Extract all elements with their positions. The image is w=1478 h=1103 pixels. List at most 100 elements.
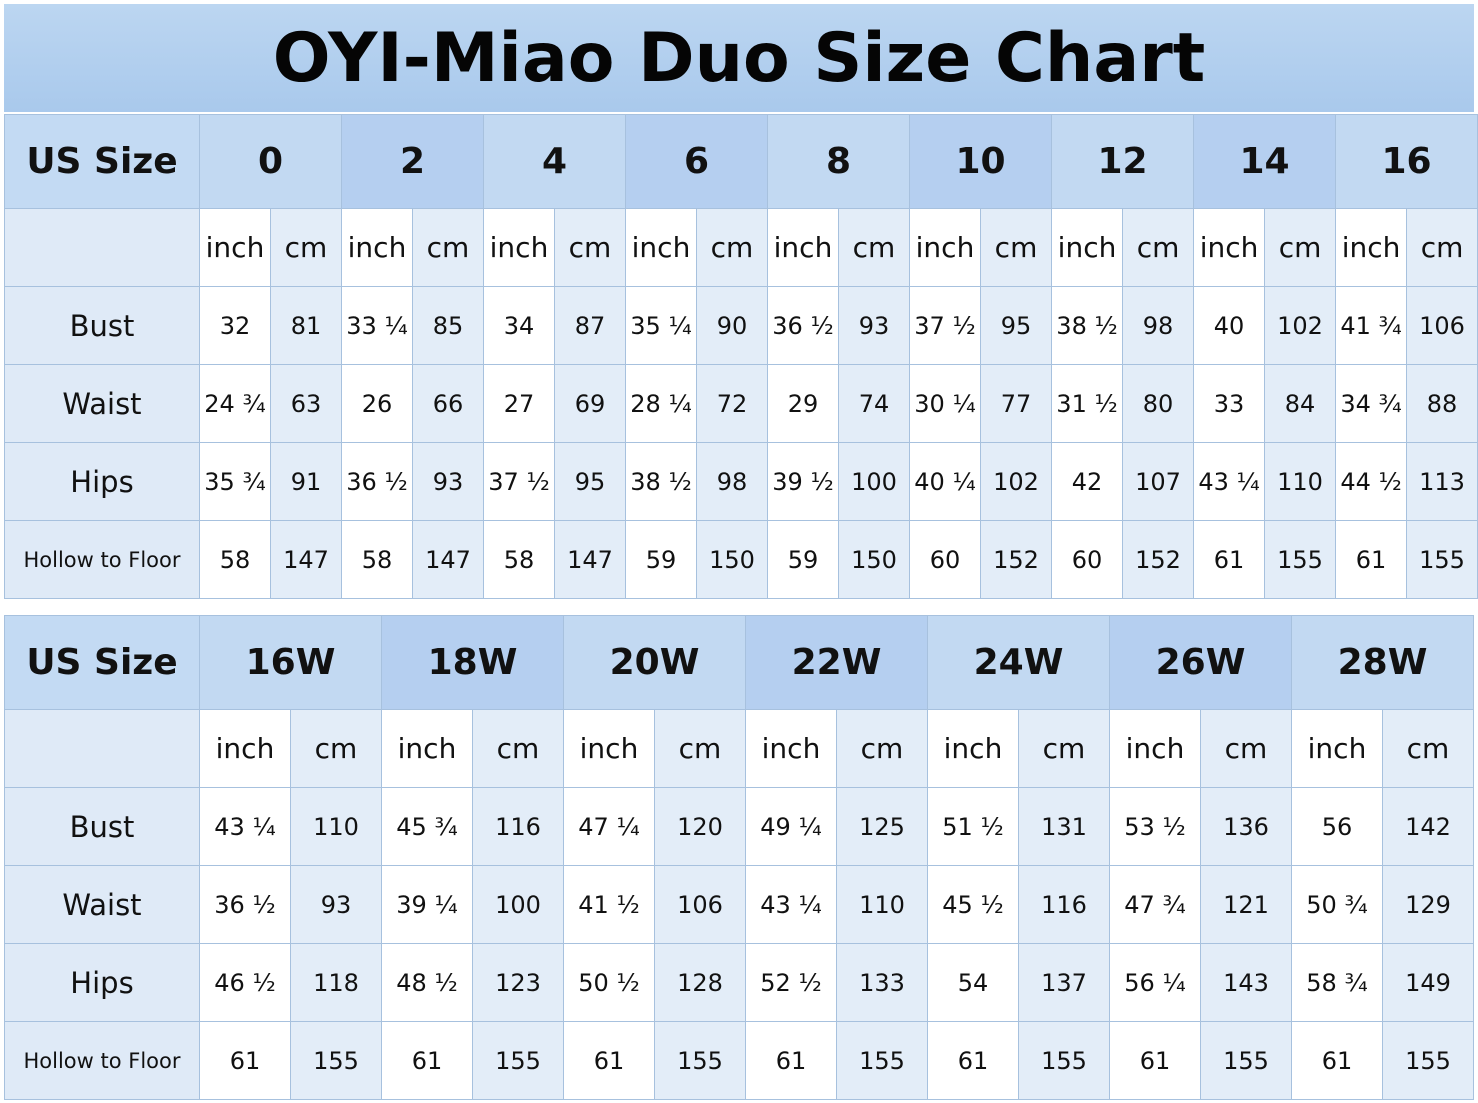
- table-cell: 56: [1291, 787, 1383, 866]
- table-cell: 147: [554, 520, 626, 599]
- table-cell: 58 ¾: [1291, 943, 1383, 1022]
- size-heading-16: 16: [1335, 114, 1478, 209]
- unit-label-cm: cm: [696, 208, 768, 287]
- unit-label-cm: cm: [1406, 208, 1478, 287]
- table-cell: 50 ½: [563, 943, 655, 1022]
- table-cell: 147: [270, 520, 342, 599]
- unit-label-inch: inch: [1051, 208, 1124, 287]
- table-cell: 31 ½: [1051, 364, 1124, 443]
- table-cell: 155: [1406, 520, 1478, 599]
- table-cell: 87: [554, 286, 626, 365]
- row-label: Hips: [4, 442, 200, 521]
- title-banner: OYI-Miao Duo Size Chart: [4, 4, 1474, 112]
- size-table-regular: US Size 0 2 4 6 8 10 12 14 16 inch cm inch cm inch cm in…: [4, 114, 1478, 599]
- table-row: Bust 43 ¼ 110 45 ¾ 116 47 ¼ 120 49 ¼ 125 51 ½ 131 5…: [4, 787, 1474, 866]
- table-cell: 93: [412, 442, 484, 521]
- unit-label-cm: cm: [1200, 709, 1292, 788]
- unit-label-inch: inch: [767, 208, 839, 287]
- table-cell: 33 ¼: [341, 286, 413, 365]
- table-cell: 84: [1264, 364, 1337, 443]
- table-cell: 61: [1109, 1021, 1201, 1100]
- table-cell: 113: [1406, 442, 1478, 521]
- row-label: Hollow to Floor: [4, 520, 200, 599]
- table-cell: 47 ¼: [563, 787, 655, 866]
- table-cell: 40 ¼: [909, 442, 981, 521]
- table-cell: 43 ¼: [1193, 442, 1266, 521]
- unit-label-inch: inch: [1291, 709, 1383, 788]
- table-cell: 118: [290, 943, 382, 1022]
- table-cell: 41 ½: [563, 865, 655, 944]
- table-cell: 61: [199, 1021, 291, 1100]
- size-header-row: US Size 16W 18W 20W 22W 24W 26W 28W: [4, 615, 1474, 710]
- unit-label-inch: inch: [563, 709, 655, 788]
- table-cell: 45 ¾: [381, 787, 473, 866]
- table-cell: 38 ½: [625, 442, 697, 521]
- table-cell: 36 ½: [341, 442, 413, 521]
- size-heading-14: 14: [1193, 114, 1337, 209]
- table-cell: 125: [836, 787, 928, 866]
- table-cell: 110: [836, 865, 928, 944]
- size-heading-20W: 20W: [563, 615, 746, 710]
- table-cell: 45 ½: [927, 865, 1019, 944]
- size-heading-10: 10: [908, 114, 1053, 209]
- table-cell: 95: [554, 442, 626, 521]
- unit-label-cm: cm: [554, 208, 626, 287]
- table-cell: 155: [836, 1021, 928, 1100]
- table-cell: 142: [1382, 787, 1474, 866]
- row-label: Waist: [4, 865, 200, 944]
- us-size-label: US Size: [4, 615, 200, 710]
- table-cell: 91: [270, 442, 342, 521]
- page-title: OYI-Miao Duo Size Chart: [272, 18, 1206, 98]
- table-cell: 34 ¾: [1335, 364, 1408, 443]
- table-cell: 46 ½: [199, 943, 291, 1022]
- row-label: Bust: [4, 286, 200, 365]
- table-cell: 129: [1382, 865, 1474, 944]
- table-cell: 95: [979, 286, 1053, 365]
- table-cell: 155: [1200, 1021, 1292, 1100]
- unit-label-inch: inch: [1193, 208, 1266, 287]
- table-cell: 116: [472, 787, 564, 866]
- unit-label-inch: inch: [341, 208, 413, 287]
- table-cell: 61: [563, 1021, 655, 1100]
- table-cell: 30 ¼: [909, 364, 981, 443]
- table-cell: 155: [654, 1021, 746, 1100]
- table-cell: 85: [412, 286, 484, 365]
- unit-label-inch: inch: [909, 208, 981, 287]
- table-cell: 155: [1264, 520, 1337, 599]
- table-cell: 102: [979, 442, 1053, 521]
- size-heading-4: 4: [483, 114, 626, 209]
- table-cell: 106: [654, 865, 746, 944]
- table-cell: 53 ½: [1109, 787, 1201, 866]
- table-cell: 59: [767, 520, 839, 599]
- table-cell: 61: [745, 1021, 837, 1100]
- table-cell: 152: [1122, 520, 1195, 599]
- table-cell: 155: [290, 1021, 382, 1100]
- unit-label-cm: cm: [836, 709, 928, 788]
- table-cell: 155: [1382, 1021, 1474, 1100]
- size-heading-6: 6: [625, 114, 768, 209]
- table-cell: 110: [290, 787, 382, 866]
- table-cell: 90: [696, 286, 768, 365]
- unit-label-cm: cm: [1264, 208, 1337, 287]
- table-cell: 24 ¾: [199, 364, 271, 443]
- table-cell: 61: [1291, 1021, 1383, 1100]
- size-heading-0: 0: [199, 114, 342, 209]
- unit-label-inch: inch: [381, 709, 473, 788]
- unit-label-cm: cm: [979, 208, 1053, 287]
- table-cell: 58: [341, 520, 413, 599]
- table-cell: 26: [341, 364, 413, 443]
- table-cell: 52 ½: [745, 943, 837, 1022]
- table-cell: 58: [483, 520, 555, 599]
- table-cell: 27: [483, 364, 555, 443]
- table-cell: 59: [625, 520, 697, 599]
- table-cell: 47 ¾: [1109, 865, 1201, 944]
- table-cell: 147: [412, 520, 484, 599]
- table-cell: 128: [654, 943, 746, 1022]
- table-cell: 61: [927, 1021, 1019, 1100]
- table-cell: 32: [199, 286, 271, 365]
- table-cell: 121: [1200, 865, 1292, 944]
- table-cell: 100: [472, 865, 564, 944]
- row-label: Waist: [4, 364, 200, 443]
- table-cell: 60: [909, 520, 981, 599]
